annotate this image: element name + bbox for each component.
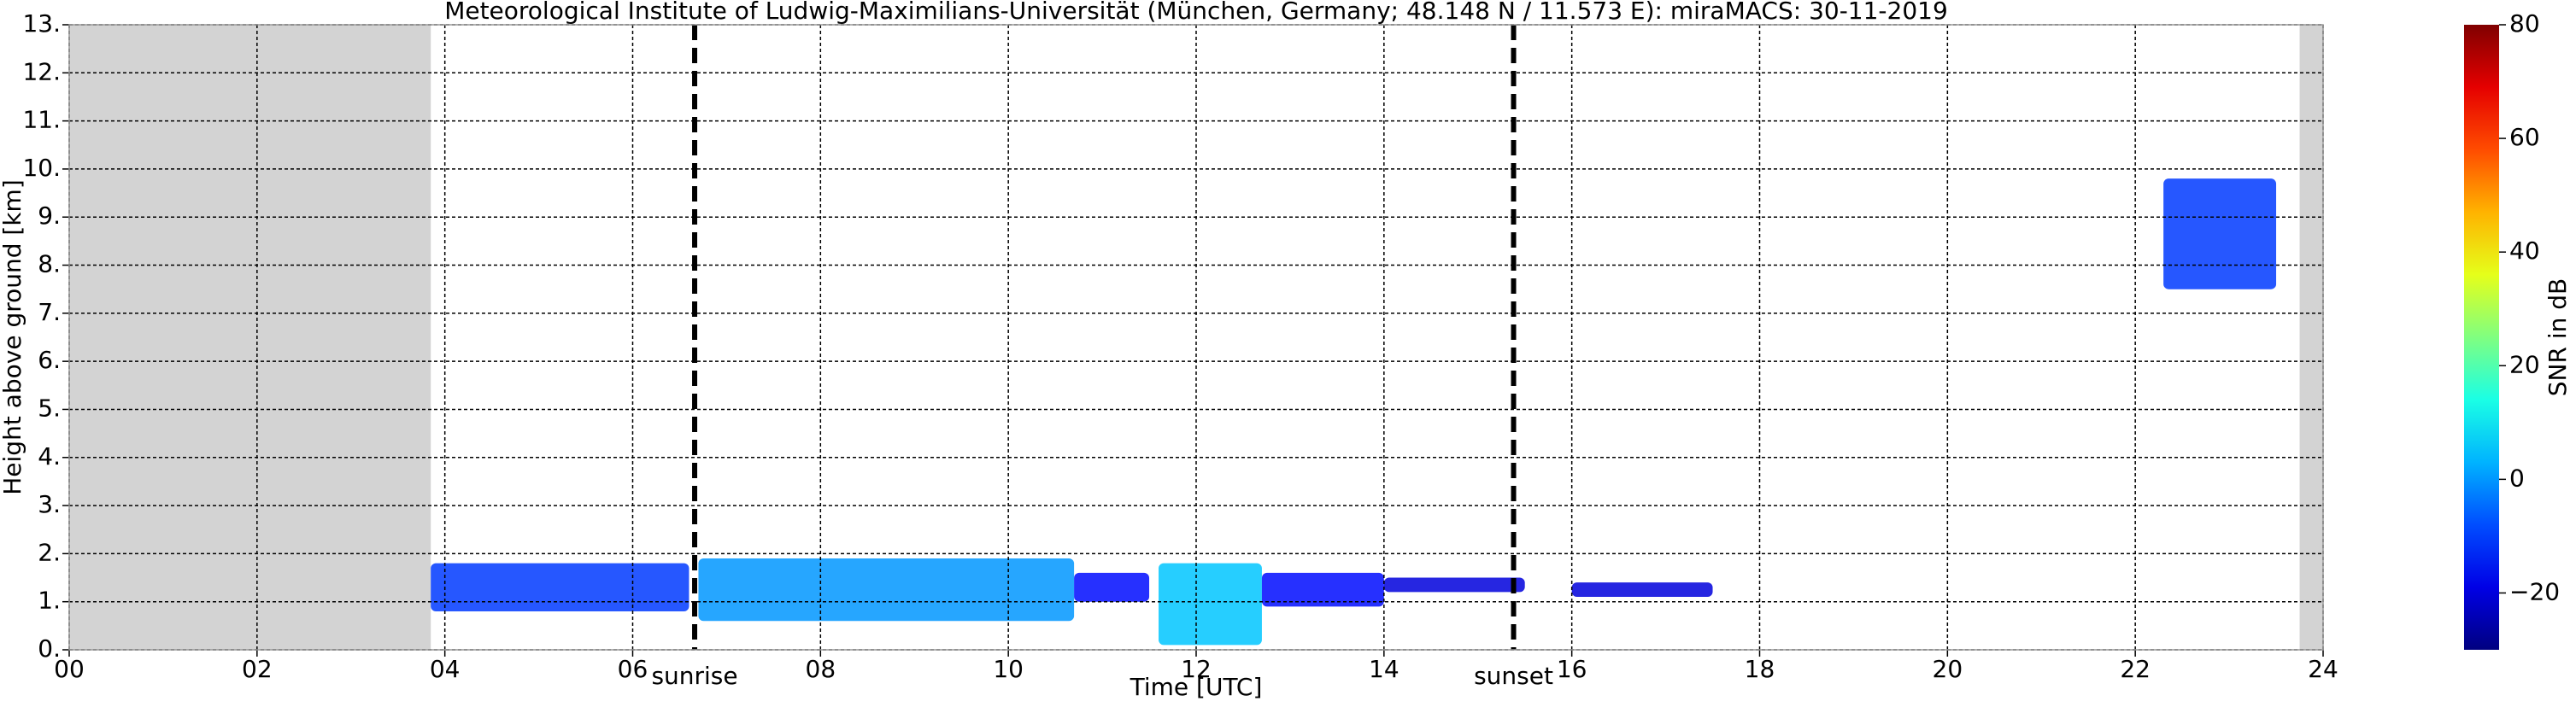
x-tick-label: 16 — [1557, 655, 1587, 683]
x-tick-label: 22 — [2120, 655, 2151, 683]
colorbar-tick-label: −20 — [2509, 577, 2560, 605]
colorbar-tick-label: 60 — [2509, 123, 2540, 151]
echo-patch — [698, 558, 1075, 622]
x-tick-label: 14 — [1369, 655, 1399, 683]
y-tick-label: 10. — [22, 154, 61, 182]
echo-patch — [1383, 577, 1525, 593]
y-tick-label: 13. — [22, 9, 61, 38]
y-tick-label: 7. — [38, 298, 61, 326]
y-tick-label: 4. — [38, 442, 61, 470]
y-tick-label: 2. — [38, 538, 61, 566]
y-tick-label: 9. — [38, 202, 61, 230]
event-label: sunset — [1474, 662, 1553, 690]
x-tick-label: 02 — [242, 655, 273, 683]
y-axis-label: Height above ground [km] — [0, 179, 26, 495]
echo-patch — [1074, 572, 1150, 602]
colorbar-tick-label: 0 — [2509, 464, 2525, 492]
colorbar-label: SNR in dB — [2544, 278, 2572, 396]
y-tick-label: 8. — [38, 250, 61, 278]
colorbar-tick-label: 20 — [2509, 350, 2540, 378]
no-data-region — [69, 25, 431, 650]
echo-patch — [2163, 178, 2277, 289]
x-tick-label: 06 — [618, 655, 648, 683]
y-tick-label: 12. — [22, 57, 61, 85]
colorbar-tick-label: 40 — [2509, 237, 2540, 265]
x-tick-label: 24 — [2308, 655, 2338, 683]
x-tick-label: 12 — [1181, 655, 1212, 683]
y-tick-label: 5. — [38, 394, 61, 422]
x-tick-label: 20 — [1933, 655, 1963, 683]
x-tick-label: 10 — [993, 655, 1024, 683]
y-tick-label: 0. — [38, 634, 61, 663]
colorbar — [2464, 25, 2499, 650]
colorbar-tick-label: 80 — [2509, 9, 2540, 38]
event-label: sunrise — [651, 662, 737, 690]
echo-patch — [1159, 563, 1262, 646]
echo-patch — [1261, 572, 1384, 607]
y-tick-label: 1. — [38, 587, 61, 615]
echo-patch — [1571, 582, 1713, 598]
x-tick-label: 08 — [806, 655, 836, 683]
y-tick-label: 11. — [22, 106, 61, 134]
chart-title: Meteorological Institute of Ludwig-Maxim… — [444, 0, 1948, 25]
plot-frame — [68, 24, 2324, 651]
x-tick-label: 04 — [430, 655, 461, 683]
no-data-region — [2299, 25, 2323, 650]
x-tick-label: 18 — [1745, 655, 1775, 683]
y-tick-label: 6. — [38, 346, 61, 374]
y-tick-label: 3. — [38, 490, 61, 518]
x-tick-label: 00 — [54, 655, 85, 683]
x-axis-label: Time [UTC] — [1130, 673, 1263, 701]
echo-patch — [431, 563, 689, 611]
